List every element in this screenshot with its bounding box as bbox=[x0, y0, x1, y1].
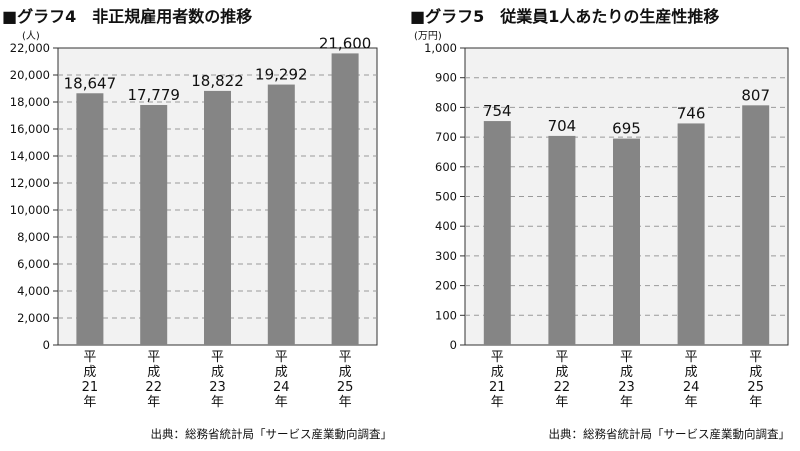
bar bbox=[613, 138, 640, 345]
y-tick-label: 12,000 bbox=[10, 176, 50, 190]
bar bbox=[76, 93, 104, 345]
bar bbox=[548, 135, 576, 345]
x-category-label: 平成 21 年 bbox=[489, 350, 506, 410]
y-tick-label: 20,000 bbox=[10, 68, 50, 82]
bar bbox=[677, 123, 705, 345]
bar bbox=[742, 105, 770, 345]
y-axis-unit: (人) bbox=[22, 30, 40, 42]
chart-title: ■グラフ5 従業員1人あたりの生産性推移 bbox=[410, 7, 719, 26]
y-tick-label: 10,000 bbox=[10, 203, 50, 217]
chart-title: ■グラフ4 非正規雇用者数の推移 bbox=[2, 7, 252, 26]
x-category-label: 平成 21 年 bbox=[82, 350, 99, 410]
y-tick-label: 600 bbox=[435, 160, 457, 174]
y-tick-label: 800 bbox=[435, 100, 457, 114]
data-label: 21,600 bbox=[319, 34, 372, 52]
y-tick-label: 1,000 bbox=[424, 41, 457, 55]
y-tick-label: 8,000 bbox=[17, 230, 50, 244]
source-note: 出典：総務省統計局「サービス産業動向調査」 bbox=[549, 427, 791, 441]
y-axis-unit: (万円) bbox=[414, 31, 442, 42]
data-label: 807 bbox=[741, 86, 770, 104]
y-tick-label: 4,000 bbox=[17, 284, 50, 298]
y-tick-label: 400 bbox=[435, 219, 457, 233]
bar bbox=[140, 104, 168, 346]
source-note: 出典：総務省統計局「サービス産業動向調査」 bbox=[151, 427, 393, 441]
x-category-label: 平成 22 年 bbox=[145, 350, 162, 410]
data-label: 754 bbox=[483, 102, 512, 120]
chart-1: ■グラフ4 非正規雇用者数の推移 (人) 0 2,000 4,000 6,000 8,000… bbox=[2, 7, 392, 441]
y-tick-label: 0 bbox=[43, 338, 50, 352]
bar bbox=[483, 121, 511, 345]
data-label: 695 bbox=[612, 120, 641, 138]
y-tick-label: 100 bbox=[435, 308, 457, 322]
data-label: 19,292 bbox=[255, 66, 308, 84]
y-tick-label: 22,000 bbox=[10, 41, 50, 55]
y-tick-label: 14,000 bbox=[10, 149, 50, 163]
data-label: 17,779 bbox=[127, 86, 180, 104]
x-category-label: 平成 24 年 bbox=[273, 350, 290, 410]
x-category-label: 平成 25 年 bbox=[747, 350, 764, 410]
x-category-label: 平成 22 年 bbox=[554, 350, 571, 410]
data-label: 704 bbox=[548, 117, 577, 135]
y-tick-label: 200 bbox=[435, 279, 457, 293]
y-tick-label: 2,000 bbox=[17, 311, 50, 325]
y-tick-label: 500 bbox=[435, 190, 457, 204]
y-tick-label: 900 bbox=[435, 71, 457, 85]
y-tick-label: 0 bbox=[450, 338, 457, 352]
x-category-label: 平成 24 年 bbox=[683, 350, 700, 410]
y-tick-label: 16,000 bbox=[10, 122, 50, 136]
data-label: 18,647 bbox=[64, 74, 117, 92]
bar bbox=[204, 90, 231, 345]
data-label: 746 bbox=[677, 104, 706, 122]
data-label: 18,822 bbox=[191, 72, 244, 90]
bar bbox=[331, 53, 359, 346]
chart-2: ■グラフ5 従業員1人あたりの生産性推移 (万円) 0 100 200 300 400 500… bbox=[410, 7, 790, 441]
y-tick-label: 300 bbox=[435, 249, 457, 263]
y-tick-label: 700 bbox=[435, 130, 457, 144]
x-category-label: 平成 23 年 bbox=[618, 350, 635, 410]
y-tick-label: 18,000 bbox=[10, 95, 50, 109]
y-tick-label: 6,000 bbox=[17, 257, 50, 271]
x-category-label: 平成 23 年 bbox=[209, 350, 226, 410]
x-category-label: 平成 25 年 bbox=[337, 350, 354, 410]
bar bbox=[267, 84, 295, 346]
